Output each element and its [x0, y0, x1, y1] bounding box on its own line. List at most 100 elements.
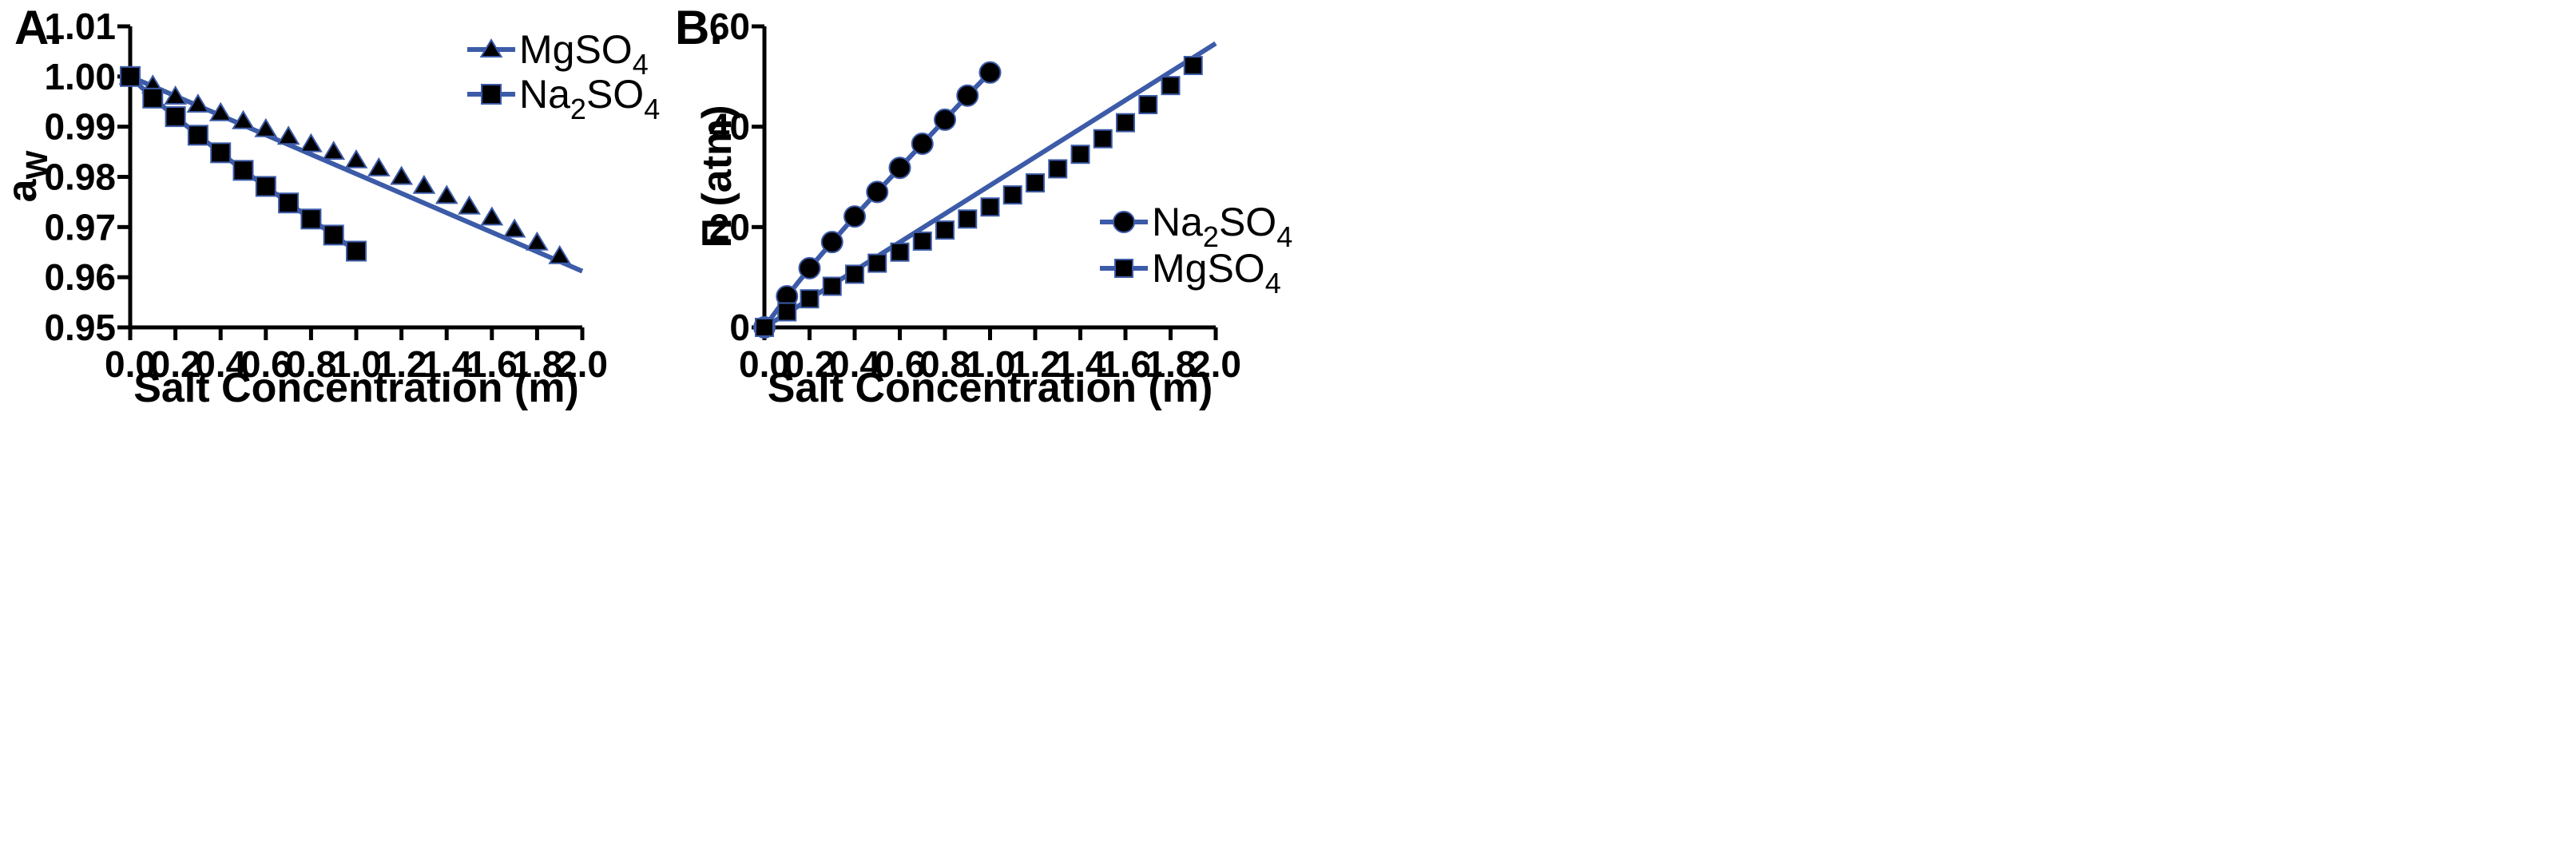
legend-text-main: Na [1152, 200, 1203, 244]
x-tick-label: 1.2 [376, 343, 427, 385]
x-axis-title: Salt Concentration (m) [768, 365, 1213, 411]
data-point [548, 244, 572, 264]
legend-text-mid: SO [1219, 200, 1276, 244]
data-point [958, 209, 978, 229]
data-point [323, 224, 344, 246]
data-point [820, 231, 843, 254]
data-point [1002, 185, 1022, 205]
panel-label: B. [675, 1, 723, 54]
data-point [911, 133, 934, 156]
legend-text-sub: 4 [1265, 267, 1281, 299]
legend-text-sub: 4 [633, 48, 649, 81]
data-point [344, 149, 368, 168]
data-point [232, 160, 254, 181]
y-axis-title: Π (atm) [694, 105, 740, 248]
data-point [165, 106, 186, 128]
data-point [120, 65, 141, 87]
panel-label: A. [14, 1, 62, 54]
data-point [1116, 113, 1135, 133]
panel-a: A. 0.95 0.96 0.97 0.98 0.99 1.00 1.01 0.00.20.4 0… [0, 1, 660, 411]
legend-text-main: MgSO [519, 27, 633, 72]
data-point [208, 101, 232, 121]
data-point [480, 206, 504, 226]
x-tick-label: 2.0 [557, 343, 608, 385]
series-0 [118, 65, 584, 274]
y-tick-label: 40 [709, 106, 750, 148]
data-point [346, 240, 367, 262]
data-point [254, 117, 278, 137]
x-tick-label: 0.4 [195, 343, 246, 385]
data-point [210, 142, 232, 164]
x-tick-label: 0.8 [285, 343, 336, 385]
x-tick-label: 1.6 [1100, 343, 1151, 385]
x-tick-label: 1.8 [511, 343, 562, 385]
legend-marker [479, 38, 503, 57]
x-tick-label: 2.0 [1190, 343, 1241, 385]
x-tick-label: 1.0 [965, 343, 1016, 385]
data-point [300, 208, 322, 230]
data-point [935, 220, 955, 240]
data-point [435, 184, 458, 204]
data-point [755, 318, 774, 337]
series-0 [753, 61, 1002, 339]
data-point [866, 180, 889, 204]
data-point [1070, 145, 1090, 164]
legend-text-main: Na [519, 72, 570, 117]
data-point [1183, 56, 1203, 76]
y-tick-label: 0.98 [44, 157, 116, 198]
x-tick-label: 1.4 [421, 343, 472, 385]
y-tick-label: 0.97 [44, 206, 116, 248]
data-point [322, 141, 346, 161]
data-point [912, 231, 932, 251]
x-tick-label: 0.8 [919, 343, 970, 385]
data-point [390, 165, 413, 185]
data-point [300, 133, 323, 153]
x-tick-label: 1.6 [466, 343, 518, 385]
legend-text-sub2: 4 [644, 93, 660, 125]
y-tick-label: 1.00 [44, 56, 116, 97]
y-tick-label: 0.95 [44, 307, 116, 348]
legend-text-sub: 2 [570, 93, 586, 125]
data-point [800, 289, 820, 309]
legend-label: Na2SO4 [1152, 200, 1292, 253]
legend-entry-0: MgSO4 [467, 27, 649, 81]
y-tick-label: 0.96 [44, 256, 116, 298]
data-point [186, 93, 210, 113]
x-tick-label: 0.4 [829, 343, 880, 385]
panel-b: B.02040600.00.20.40.60.81.01.21.41.61.82… [675, 1, 1292, 411]
y-tick-label: 1.01 [44, 6, 116, 47]
legend-marker [1113, 211, 1135, 233]
x-tick-label: 0.0 [739, 343, 790, 385]
y-axis-title-main: a [0, 178, 46, 202]
data-point [934, 108, 956, 131]
data-point [843, 205, 866, 228]
series-1 [120, 65, 367, 262]
data-point [798, 256, 821, 279]
data-point [845, 264, 864, 284]
x-tick-label: 1.0 [331, 343, 382, 385]
y-axis-title-sub: W [21, 150, 54, 179]
data-point [255, 176, 276, 197]
x-tick-label: 0.2 [150, 343, 201, 385]
x-tick-label: 0.2 [784, 343, 836, 385]
legend-text-sub2: 4 [1276, 220, 1292, 253]
data-point [956, 84, 979, 107]
data-point [502, 218, 526, 238]
legend-entry-1: MgSO4 [1100, 246, 1281, 299]
series-1 [755, 41, 1217, 337]
legend-text-sub: 2 [1203, 220, 1219, 253]
legend-entry-0: Na2SO4 [1100, 200, 1292, 253]
data-point [164, 85, 187, 105]
x-tick-label: 1.4 [1055, 343, 1106, 385]
data-point [458, 195, 481, 215]
legend-text-mid: SO [586, 72, 644, 117]
data-point [890, 242, 910, 262]
data-point [888, 157, 911, 180]
legend-entry-1: Na2SO4 [467, 72, 660, 125]
y-axis-title: aW [0, 150, 54, 202]
data-point [278, 192, 300, 214]
y-tick-label: 20 [709, 206, 750, 248]
data-point [822, 276, 842, 296]
y-tick-label: 0.99 [44, 106, 116, 148]
x-tick-label: 0.0 [105, 343, 156, 385]
